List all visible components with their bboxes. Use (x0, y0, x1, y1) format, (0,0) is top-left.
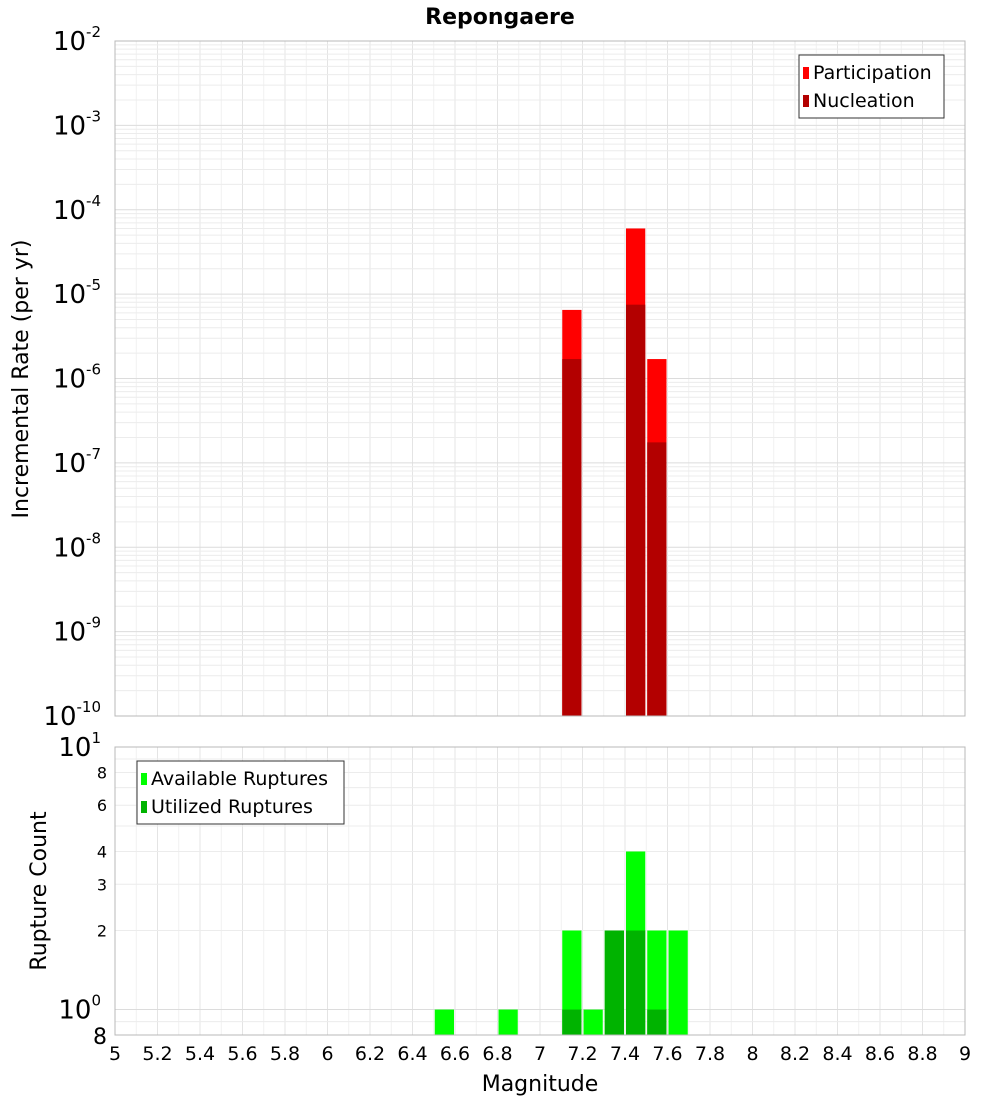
x-tick-label: 5.4 (185, 1043, 215, 1065)
y-tick-label: 2 (97, 922, 107, 941)
bar-utilized-ruptures (626, 930, 646, 1035)
x-tick-label: 8.4 (822, 1043, 852, 1065)
top-y-axis-label: Incremental Rate (per yr) (9, 240, 34, 519)
plot-panel-1: 10-10 10-9 10-8 10-7 10-6 10-5 10-4 10-3 10-2 Par… (43, 23, 966, 732)
bar-available-ruptures (583, 1009, 603, 1035)
x-tick-label: 6 (321, 1043, 333, 1065)
x-tick-label: 7 (534, 1043, 546, 1065)
legend-swatch (141, 773, 147, 785)
x-tick-label: 8 (746, 1043, 758, 1065)
y-tick-label: 10-2 (53, 23, 101, 57)
y-tick-label: 3 (97, 875, 107, 894)
bar-nucleation (647, 442, 667, 716)
y-tick-label: 8 (97, 763, 107, 782)
legend-label: Participation (813, 62, 932, 84)
x-tick-label: 6.6 (440, 1043, 470, 1065)
y-tick-label: 101 (58, 729, 101, 763)
legend-label: Nucleation (813, 90, 915, 112)
legend-label: Utilized Ruptures (151, 796, 313, 818)
bar-nucleation (626, 304, 646, 716)
x-tick-label: 8.6 (865, 1043, 895, 1065)
x-tick-label: 8.2 (780, 1043, 810, 1065)
bar-nucleation (562, 359, 582, 716)
x-tick-label: 9 (959, 1043, 971, 1065)
y-tick-label: 10-5 (53, 276, 101, 310)
x-tick-label: 7.2 (567, 1043, 597, 1065)
y-tick-label: 10-6 (53, 361, 101, 395)
x-tick-label: 6.8 (482, 1043, 512, 1065)
legend-swatch (803, 95, 809, 107)
bar-available-ruptures (647, 930, 667, 1035)
y-tick-label: 4 (97, 842, 107, 861)
legend-swatch (803, 67, 809, 79)
bar-utilized-ruptures (604, 930, 624, 1035)
x-tick-label: 7.8 (695, 1043, 725, 1065)
x-tick-label: 5 (109, 1043, 121, 1065)
y-tick-label: 10-10 (43, 698, 101, 732)
y-tick-label: 10-3 (53, 107, 101, 141)
legend: Available Ruptures Utilized Ruptures (136, 760, 345, 825)
x-tick-label: 5.6 (227, 1043, 257, 1065)
y-tick-label: 10-9 (53, 614, 101, 648)
y-tick-label: 6 (97, 796, 107, 815)
legend-label: Available Ruptures (151, 768, 328, 790)
legend: Participation Nucleation (798, 54, 945, 119)
bar-available-ruptures (498, 1009, 518, 1035)
x-tick-label: 5.2 (142, 1043, 172, 1065)
y-tick-label: 100 (58, 992, 101, 1026)
legend-box (136, 760, 345, 825)
y-tick-label: 8 (93, 1025, 107, 1050)
x-tick-label: 7.6 (652, 1043, 682, 1065)
bar-available-ruptures (562, 930, 582, 1035)
x-tick-label: 6.2 (355, 1043, 385, 1065)
x-tick-label: 7.4 (610, 1043, 640, 1065)
bar-utilized-ruptures (647, 1009, 667, 1035)
chart-title: Repongaere (425, 5, 575, 30)
x-axis-label: Magnitude (482, 1072, 599, 1097)
bar-utilized-ruptures (562, 1009, 582, 1035)
x-tick-label: 5.8 (270, 1043, 300, 1065)
bar-available-ruptures (668, 930, 688, 1035)
legend-box (798, 54, 945, 119)
x-tick-label: 8.8 (907, 1043, 937, 1065)
bar-available-ruptures (434, 1009, 454, 1035)
legend-swatch (141, 801, 147, 813)
x-tick-label: 6.4 (397, 1043, 427, 1065)
y-tick-label: 10-4 (53, 192, 101, 226)
y-tick-label: 10-8 (53, 529, 101, 563)
plot-border (114, 40, 966, 717)
plot-border (114, 746, 966, 1036)
y-tick-label: 10-7 (53, 445, 101, 479)
bottom-y-axis-label: Rupture Count (27, 811, 52, 971)
